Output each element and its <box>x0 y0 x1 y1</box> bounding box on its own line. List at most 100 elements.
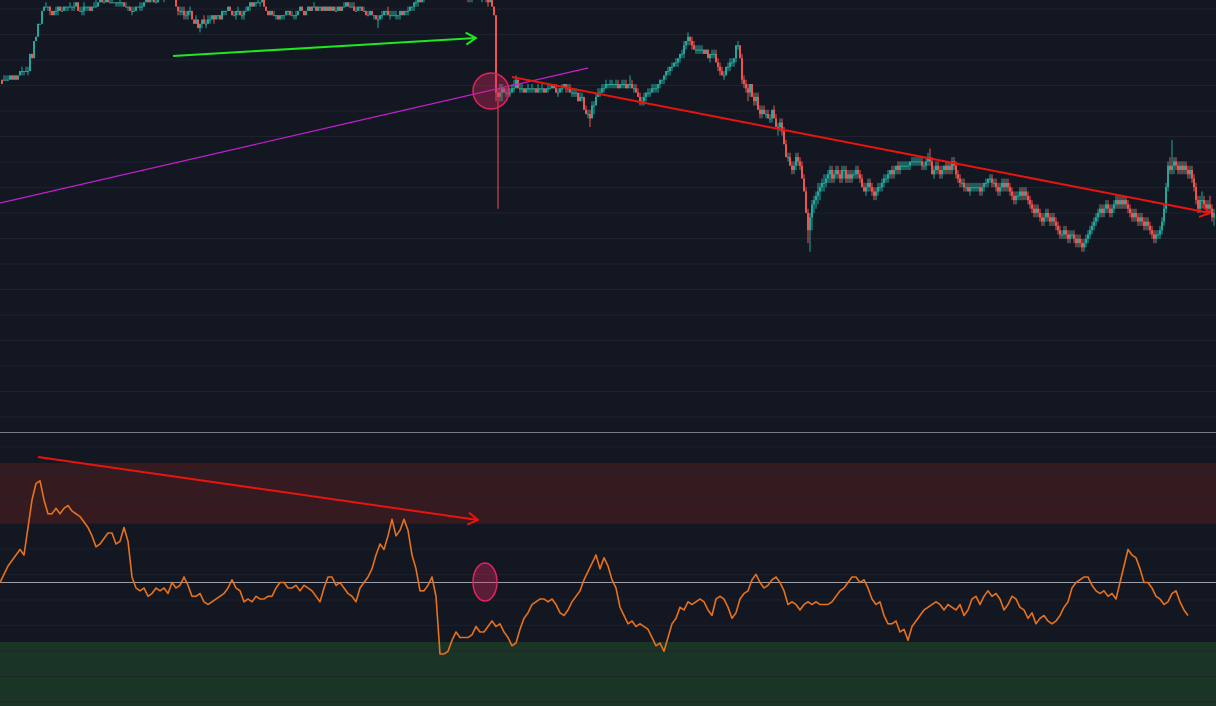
candle-body <box>839 174 841 179</box>
candle-body <box>693 45 695 50</box>
candle-body <box>1163 208 1165 222</box>
candle-body <box>95 6 97 8</box>
oscillator-highlight-ellipse[interactable] <box>472 562 498 602</box>
candle-body <box>389 15 391 17</box>
candle-body <box>1193 178 1195 188</box>
candle-body <box>527 88 529 90</box>
candle-body <box>199 23 201 29</box>
candle-body <box>941 170 943 175</box>
candle-body <box>727 66 729 68</box>
bearish-trend-arrow[interactable] <box>511 76 1210 213</box>
candle-body <box>65 6 67 8</box>
candle-body <box>1119 200 1121 205</box>
candle-body <box>243 10 245 16</box>
candle-body <box>583 96 585 110</box>
candle-body <box>487 0 489 3</box>
candle-body <box>271 10 273 16</box>
candle-body <box>45 6 47 8</box>
candle-body <box>961 182 963 184</box>
candle-body <box>925 161 927 166</box>
candle-body <box>609 84 611 85</box>
candle-body <box>755 96 757 102</box>
candle-body <box>991 178 993 183</box>
candle-body <box>105 0 107 3</box>
candle-body <box>615 84 617 85</box>
candle-body <box>261 0 263 3</box>
candle-body <box>1185 165 1187 170</box>
candle-body <box>885 178 887 180</box>
candle-body <box>275 15 277 17</box>
candle-body <box>375 15 377 20</box>
oscillator-annotations <box>37 456 498 602</box>
candle-body <box>1165 187 1167 209</box>
candle-body <box>723 75 725 77</box>
oscillator-divergence-arrow[interactable] <box>37 456 478 520</box>
higher-high-arrow[interactable] <box>172 38 476 57</box>
candle-body <box>413 2 415 7</box>
candle-body <box>343 6 345 8</box>
candle-body <box>291 15 293 17</box>
breakdown-highlight-circle[interactable] <box>472 72 510 110</box>
candle-body <box>1109 208 1111 213</box>
candle-body <box>955 165 957 175</box>
candle-body <box>977 187 979 189</box>
candle-body <box>1011 191 1013 196</box>
candle-body <box>931 161 933 175</box>
candle-body <box>719 66 721 72</box>
rising-support-trendline[interactable] <box>0 67 589 204</box>
candle-body <box>1125 200 1127 205</box>
candle-body <box>773 109 775 119</box>
candle-body <box>491 0 493 7</box>
candle-body <box>821 182 823 188</box>
candle-body <box>175 0 177 7</box>
candle-body <box>937 165 939 170</box>
candle-body <box>713 53 715 55</box>
candle-body <box>649 92 651 94</box>
candle-body <box>895 165 897 170</box>
candle-body <box>751 84 753 97</box>
candle-body <box>1081 243 1083 248</box>
candle-body <box>79 10 81 12</box>
candle-body <box>133 10 135 12</box>
candle-body <box>285 10 287 16</box>
candle-body <box>605 84 607 89</box>
candle-body <box>303 10 305 16</box>
candle-body <box>561 88 563 90</box>
candle-body <box>809 217 811 231</box>
candle-body <box>397 15 399 17</box>
candle-body <box>71 6 73 8</box>
candle-body <box>1029 200 1031 205</box>
candle-body <box>1127 204 1129 209</box>
candle-body <box>707 49 709 59</box>
candle-body <box>11 75 13 80</box>
candle-body <box>973 187 975 189</box>
candle-body <box>729 62 731 67</box>
candle-body <box>77 2 79 11</box>
candle-body <box>663 75 665 80</box>
candle-body <box>565 84 567 89</box>
candle-body <box>667 71 669 73</box>
candle-body <box>879 187 881 189</box>
candle-body <box>887 174 889 179</box>
candle-body <box>551 84 553 89</box>
candle-body <box>197 19 199 29</box>
candle-body <box>871 187 873 192</box>
candle-body <box>793 165 795 170</box>
candle-body <box>359 6 361 8</box>
candle-body <box>673 62 675 67</box>
candle-body <box>1057 225 1059 231</box>
candle-body <box>311 6 313 11</box>
candle-body <box>837 170 839 175</box>
candle-body <box>823 182 825 184</box>
candle-body <box>1135 213 1137 218</box>
candle-body <box>1007 182 1009 188</box>
candle-body <box>123 2 125 7</box>
candle-body <box>155 2 157 4</box>
candle-body <box>867 182 869 188</box>
candle-body <box>733 58 735 63</box>
candle-body <box>545 88 547 93</box>
candle-body <box>83 6 85 11</box>
candle-body <box>803 178 805 192</box>
candle-body <box>145 0 147 3</box>
